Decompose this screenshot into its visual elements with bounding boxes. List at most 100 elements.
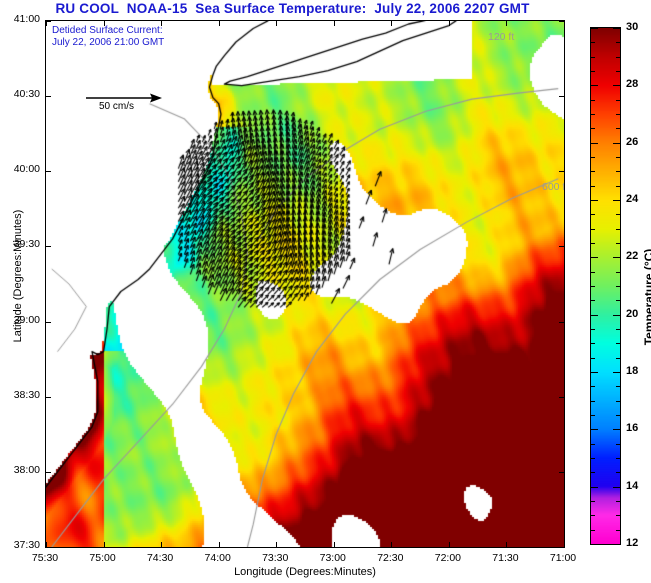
colorbar-minor-tick — [616, 42, 620, 44]
current-annotation-line2: July 22, 2006 21:00 GMT — [52, 36, 165, 48]
colorbar-tick-label: 22 — [626, 250, 639, 263]
colorbar-tick-label: 24 — [626, 193, 639, 205]
y-tick-label: 41:00 — [13, 13, 40, 25]
colorbar-tick — [591, 486, 598, 488]
colorbar-minor-tick — [591, 529, 595, 531]
y-tick-label: 40:00 — [13, 163, 40, 176]
bathymetry-label-600ft: 600 ft — [542, 181, 564, 193]
x-tick — [506, 21, 508, 26]
colorbar-minor-tick — [616, 329, 620, 330]
x-tick — [391, 542, 393, 547]
colorbar-minor-tick — [616, 515, 620, 517]
colorbar-tick — [613, 544, 620, 545]
colorbar-minor-tick — [591, 329, 595, 330]
y-tick — [46, 471, 51, 473]
colorbar-minor-tick — [616, 286, 620, 287]
current-annotation-line1: Detided Surface Current: — [52, 25, 163, 36]
colorbar-tick-label: 28 — [626, 78, 639, 91]
colorbar-tick — [613, 28, 620, 29]
x-tick-label: 71:00 — [549, 552, 577, 564]
colorbar-tick — [613, 142, 620, 144]
colorbar-minor-tick — [616, 243, 620, 244]
x-tick-label: 73:30 — [262, 552, 289, 564]
x-tick — [276, 21, 278, 26]
colorbar-tick-label: 20 — [626, 307, 639, 320]
y-tick — [46, 96, 51, 98]
colorbar-minor-tick — [591, 214, 595, 216]
colorbar-tick — [591, 429, 598, 431]
colorbar-minor-tick — [591, 343, 595, 345]
colorbar-minor-tick — [591, 228, 595, 230]
colorbar-minor-tick — [616, 501, 620, 502]
colorbar-minor-tick — [616, 171, 620, 173]
colorbar-minor-tick — [591, 42, 595, 44]
x-tick — [276, 542, 278, 547]
x-tick — [448, 21, 450, 26]
colorbar-minor-tick — [616, 443, 620, 445]
colorbar-minor-tick — [591, 357, 595, 359]
colorbar-tick — [613, 372, 620, 373]
colorbar-tick — [591, 314, 598, 316]
y-tick — [46, 171, 51, 173]
x-tick — [103, 21, 105, 26]
colorbar-tick — [591, 28, 598, 29]
x-tick-label: 71:30 — [492, 552, 519, 564]
colorbar-minor-tick — [591, 515, 595, 517]
velocity-scale-arrow — [86, 93, 162, 103]
x-tick — [333, 542, 335, 547]
x-tick-label: 72:00 — [434, 552, 462, 564]
colorbar-tick-label: 14 — [626, 479, 639, 492]
y-tick-label: 39:00 — [13, 313, 40, 326]
colorbar-minor-tick — [616, 357, 620, 359]
colorbar-tick — [591, 544, 598, 545]
colorbar-minor-tick — [616, 228, 620, 230]
y-tick — [559, 396, 564, 398]
sst-map-plot: Detided Surface Current: July 22, 2006 2… — [45, 20, 565, 548]
x-tick — [161, 21, 163, 26]
colorbar-minor-tick — [616, 99, 620, 101]
colorbar-minor-tick — [591, 185, 595, 187]
x-tick-label: 74:00 — [204, 552, 231, 564]
colorbar-minor-tick — [616, 472, 620, 474]
x-tick-label: 72:30 — [377, 552, 404, 564]
sst-heatmap-canvas — [46, 21, 564, 547]
colorbar-minor-tick — [591, 400, 595, 402]
x-tick — [218, 542, 220, 547]
y-tick — [559, 96, 564, 98]
colorbar-tick — [591, 257, 598, 259]
x-tick — [564, 542, 565, 547]
colorbar-tick — [613, 486, 620, 488]
colorbar-minor-tick — [591, 300, 595, 302]
x-axis-title: Longitude (Degrees:Minutes) — [234, 566, 376, 578]
colorbar-tick — [591, 372, 598, 373]
page-title: RU COOL NOAA-15 Sea Surface Temperature:… — [55, 1, 530, 16]
x-tick — [218, 21, 220, 26]
colorbar-minor-tick — [616, 71, 620, 72]
x-tick — [161, 542, 163, 547]
y-tick — [46, 246, 51, 248]
colorbar-minor-tick — [591, 157, 595, 158]
y-tick — [46, 321, 51, 323]
colorbar-tick — [591, 85, 598, 87]
colorbar-minor-tick — [616, 214, 620, 216]
x-tick-label: 74:30 — [146, 552, 174, 564]
colorbar-tick-label: 30 — [626, 21, 639, 33]
bathymetry-label-120ft: 120 ft — [488, 31, 515, 43]
x-tick — [46, 21, 47, 26]
colorbar-minor-tick — [591, 243, 595, 244]
colorbar-minor-tick — [591, 171, 595, 173]
y-tick — [559, 246, 564, 248]
colorbar-minor-tick — [591, 443, 595, 445]
x-tick — [333, 21, 335, 26]
y-tick — [559, 471, 564, 473]
y-tick — [559, 547, 564, 548]
x-tick — [391, 21, 393, 26]
x-tick-label: 73:00 — [319, 552, 346, 564]
colorbar-minor-tick — [591, 56, 595, 58]
colorbar-minor-tick — [591, 458, 595, 459]
velocity-scale-label: 50 cm/s — [99, 101, 135, 112]
colorbar-title: Temperature (°C) — [642, 248, 651, 346]
y-tick — [559, 21, 564, 22]
colorbar-tick — [591, 142, 598, 144]
colorbar-tick — [591, 200, 598, 201]
